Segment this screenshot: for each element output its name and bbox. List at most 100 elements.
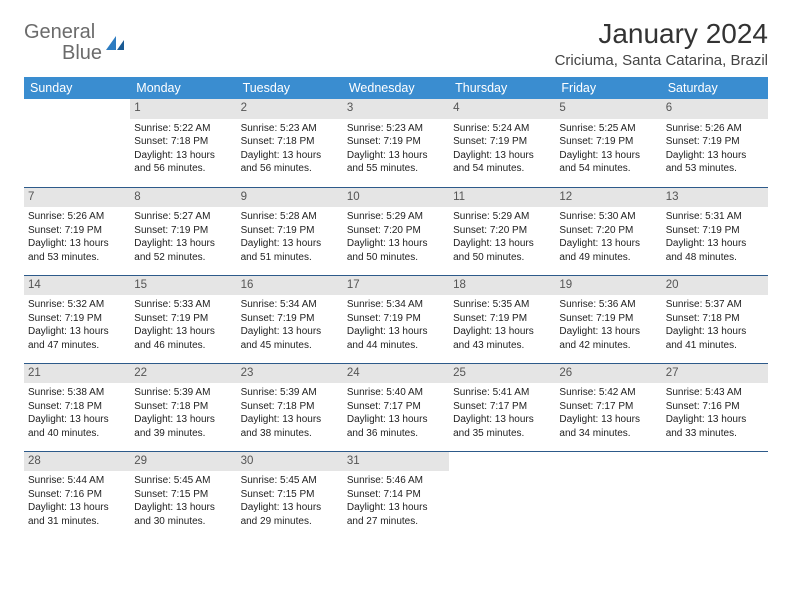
- calendar-table: SundayMondayTuesdayWednesdayThursdayFrid…: [24, 77, 768, 539]
- calendar-cell: 2Sunrise: 5:23 AMSunset: 7:18 PMDaylight…: [237, 99, 343, 187]
- day-info-line: Sunrise: 5:28 AM: [241, 210, 339, 224]
- calendar-cell: 1Sunrise: 5:22 AMSunset: 7:18 PMDaylight…: [130, 99, 236, 187]
- day-info-line: Sunset: 7:19 PM: [666, 224, 764, 238]
- calendar-cell: 22Sunrise: 5:39 AMSunset: 7:18 PMDayligh…: [130, 363, 236, 451]
- calendar-cell: 30Sunrise: 5:45 AMSunset: 7:15 PMDayligh…: [237, 451, 343, 539]
- weekday-header: Saturday: [662, 77, 768, 99]
- day-info-line: Sunset: 7:18 PM: [134, 400, 232, 414]
- day-info-line: Daylight: 13 hours: [666, 149, 764, 163]
- day-info-line: Sunset: 7:19 PM: [134, 312, 232, 326]
- day-number: 3: [343, 99, 449, 119]
- calendar-cell: 31Sunrise: 5:46 AMSunset: 7:14 PMDayligh…: [343, 451, 449, 539]
- day-info-line: Daylight: 13 hours: [28, 237, 126, 251]
- day-info-line: and 54 minutes.: [559, 162, 657, 176]
- day-info-line: and 30 minutes.: [134, 515, 232, 529]
- day-info-line: Sunset: 7:16 PM: [28, 488, 126, 502]
- day-number: 9: [237, 188, 343, 208]
- logo: General Blue: [24, 22, 126, 64]
- calendar-cell: 25Sunrise: 5:41 AMSunset: 7:17 PMDayligh…: [449, 363, 555, 451]
- weekday-header: Sunday: [24, 77, 130, 99]
- weekday-header: Wednesday: [343, 77, 449, 99]
- day-info-line: and 42 minutes.: [559, 339, 657, 353]
- day-info-line: Sunrise: 5:24 AM: [453, 122, 551, 136]
- day-info-line: and 56 minutes.: [134, 162, 232, 176]
- weekday-header: Thursday: [449, 77, 555, 99]
- day-info-line: Sunset: 7:17 PM: [347, 400, 445, 414]
- location: Criciuma, Santa Catarina, Brazil: [555, 52, 768, 69]
- day-number: 13: [662, 188, 768, 208]
- day-number: 27: [662, 364, 768, 384]
- day-number: 5: [555, 99, 661, 119]
- day-number: 8: [130, 188, 236, 208]
- day-info-line: Daylight: 13 hours: [453, 149, 551, 163]
- day-info-line: Sunrise: 5:27 AM: [134, 210, 232, 224]
- day-info-line: Sunrise: 5:31 AM: [666, 210, 764, 224]
- day-number: 6: [662, 99, 768, 119]
- day-info-line: Sunset: 7:19 PM: [241, 312, 339, 326]
- header: General Blue January 2024 Criciuma, Sant…: [24, 18, 768, 69]
- day-info-line: Sunset: 7:20 PM: [559, 224, 657, 238]
- day-info-line: Sunrise: 5:42 AM: [559, 386, 657, 400]
- calendar-cell: 13Sunrise: 5:31 AMSunset: 7:19 PMDayligh…: [662, 187, 768, 275]
- weekday-header-row: SundayMondayTuesdayWednesdayThursdayFrid…: [24, 77, 768, 99]
- day-info-line: and 55 minutes.: [347, 162, 445, 176]
- calendar-cell: 28Sunrise: 5:44 AMSunset: 7:16 PMDayligh…: [24, 451, 130, 539]
- day-info-line: Daylight: 13 hours: [134, 413, 232, 427]
- day-info-line: Sunset: 7:17 PM: [453, 400, 551, 414]
- day-info-line: and 47 minutes.: [28, 339, 126, 353]
- day-info-line: Daylight: 13 hours: [28, 413, 126, 427]
- day-info-line: and 46 minutes.: [134, 339, 232, 353]
- day-number: 30: [237, 452, 343, 472]
- logo-sail-icon: [104, 34, 126, 52]
- weekday-header: Friday: [555, 77, 661, 99]
- day-info-line: and 53 minutes.: [666, 162, 764, 176]
- day-info-line: Sunset: 7:19 PM: [559, 135, 657, 149]
- day-info-line: Sunset: 7:19 PM: [559, 312, 657, 326]
- day-info-line: Sunrise: 5:34 AM: [241, 298, 339, 312]
- day-info-line: and 43 minutes.: [453, 339, 551, 353]
- day-number: 31: [343, 452, 449, 472]
- day-info-line: and 44 minutes.: [347, 339, 445, 353]
- day-info-line: Daylight: 13 hours: [241, 501, 339, 515]
- day-info-line: Sunrise: 5:33 AM: [134, 298, 232, 312]
- day-info-line: Sunrise: 5:41 AM: [453, 386, 551, 400]
- day-info-line: Sunrise: 5:39 AM: [241, 386, 339, 400]
- day-info-line: Sunset: 7:15 PM: [134, 488, 232, 502]
- day-number: 2: [237, 99, 343, 119]
- day-info-line: Sunset: 7:19 PM: [28, 224, 126, 238]
- calendar-row: 28Sunrise: 5:44 AMSunset: 7:16 PMDayligh…: [24, 451, 768, 539]
- day-info-line: and 49 minutes.: [559, 251, 657, 265]
- day-info-line: Daylight: 13 hours: [347, 237, 445, 251]
- day-info-line: Sunset: 7:19 PM: [134, 224, 232, 238]
- day-number: 23: [237, 364, 343, 384]
- calendar-cell: 6Sunrise: 5:26 AMSunset: 7:19 PMDaylight…: [662, 99, 768, 187]
- day-number: 11: [449, 188, 555, 208]
- calendar-cell: 10Sunrise: 5:29 AMSunset: 7:20 PMDayligh…: [343, 187, 449, 275]
- day-info-line: Daylight: 13 hours: [134, 237, 232, 251]
- calendar-cell: 12Sunrise: 5:30 AMSunset: 7:20 PMDayligh…: [555, 187, 661, 275]
- day-number: 20: [662, 276, 768, 296]
- day-info-line: Sunrise: 5:22 AM: [134, 122, 232, 136]
- day-number: 24: [343, 364, 449, 384]
- day-info-line: Sunrise: 5:32 AM: [28, 298, 126, 312]
- day-number: 21: [24, 364, 130, 384]
- day-info-line: Sunrise: 5:26 AM: [666, 122, 764, 136]
- day-info-line: and 29 minutes.: [241, 515, 339, 529]
- day-info-line: and 56 minutes.: [241, 162, 339, 176]
- day-info-line: Sunrise: 5:46 AM: [347, 474, 445, 488]
- day-info-line: Sunset: 7:15 PM: [241, 488, 339, 502]
- day-number: 19: [555, 276, 661, 296]
- calendar-row: 21Sunrise: 5:38 AMSunset: 7:18 PMDayligh…: [24, 363, 768, 451]
- day-number: 15: [130, 276, 236, 296]
- logo-text-general: General: [24, 21, 95, 43]
- day-info-line: and 39 minutes.: [134, 427, 232, 441]
- logo-text-blue: Blue: [62, 42, 102, 64]
- calendar-cell: 20Sunrise: 5:37 AMSunset: 7:18 PMDayligh…: [662, 275, 768, 363]
- day-info-line: Daylight: 13 hours: [453, 237, 551, 251]
- day-info-line: Daylight: 13 hours: [666, 325, 764, 339]
- day-info-line: and 40 minutes.: [28, 427, 126, 441]
- day-info-line: Sunrise: 5:23 AM: [241, 122, 339, 136]
- calendar-cell: 4Sunrise: 5:24 AMSunset: 7:19 PMDaylight…: [449, 99, 555, 187]
- day-info-line: Sunset: 7:20 PM: [347, 224, 445, 238]
- day-number: 4: [449, 99, 555, 119]
